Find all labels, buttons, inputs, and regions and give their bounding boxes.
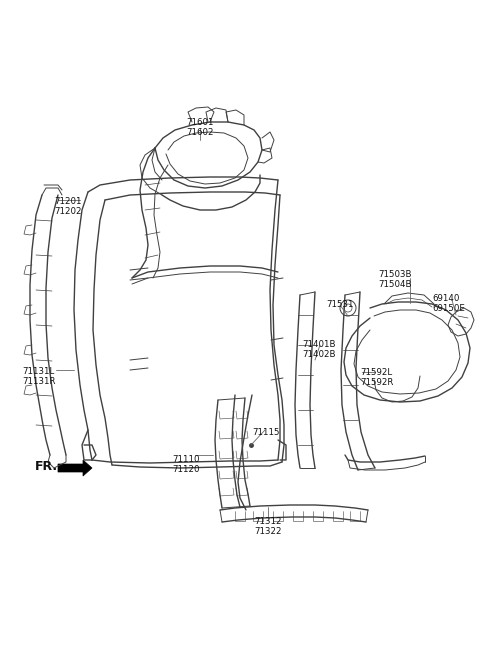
Polygon shape: [58, 460, 92, 476]
Text: 71592L
71592R: 71592L 71592R: [360, 368, 394, 388]
Text: 71115: 71115: [252, 428, 279, 437]
Text: 71110
71120: 71110 71120: [172, 455, 200, 474]
Text: 71401B
71402B: 71401B 71402B: [302, 340, 336, 359]
Text: 71503B
71504B: 71503B 71504B: [378, 270, 411, 289]
Text: 69140
69150E: 69140 69150E: [432, 294, 465, 314]
Text: 71531: 71531: [326, 300, 353, 309]
Text: 71201
71202: 71201 71202: [54, 197, 82, 216]
Text: 71131L
71131R: 71131L 71131R: [22, 367, 56, 386]
Text: 71601
71602: 71601 71602: [186, 118, 214, 137]
Text: 71312
71322: 71312 71322: [254, 517, 282, 537]
Text: FR.: FR.: [35, 460, 58, 473]
